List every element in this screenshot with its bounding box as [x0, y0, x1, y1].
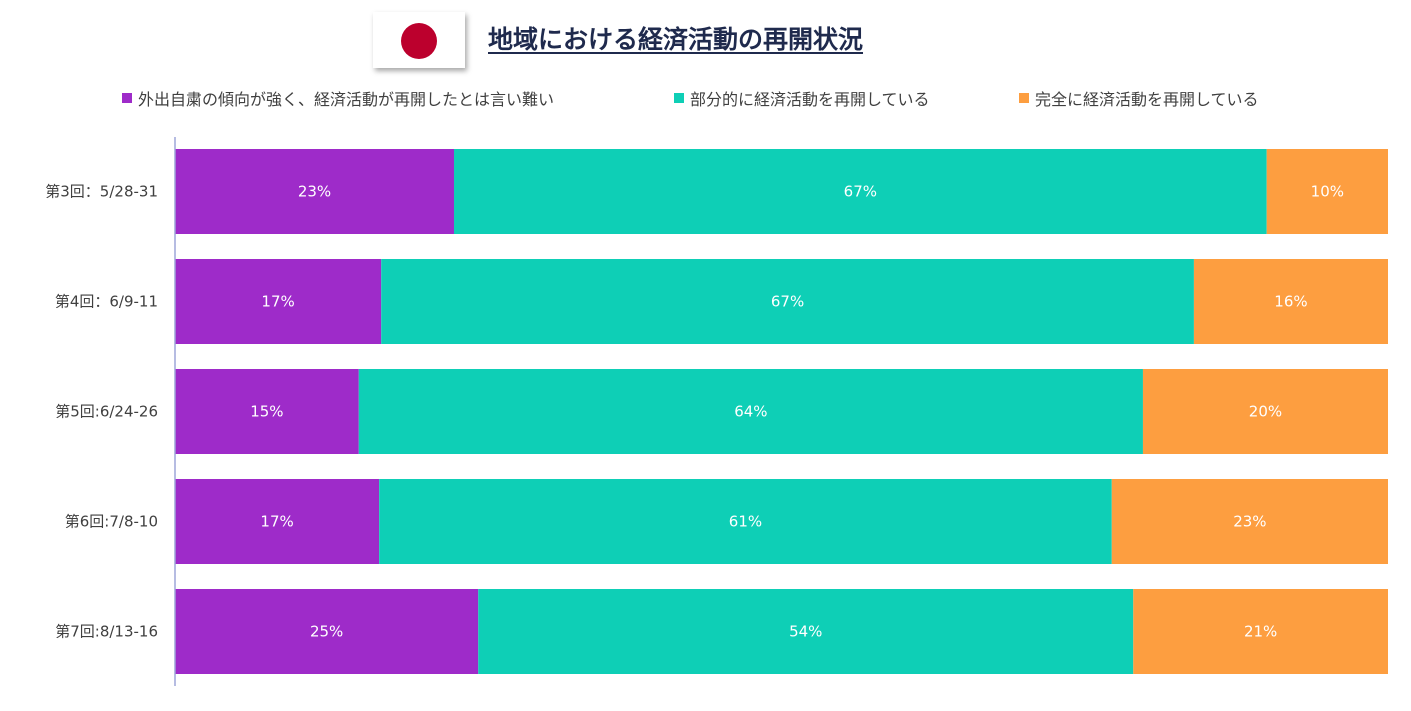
data-label: 25% — [310, 623, 343, 641]
bar-segment — [175, 369, 359, 454]
bar-segment — [1133, 589, 1388, 674]
data-label: 61% — [729, 513, 762, 531]
bar-segment — [478, 589, 1134, 674]
data-label: 21% — [1244, 623, 1277, 641]
bar-segment — [379, 479, 1112, 564]
data-label: 10% — [1311, 183, 1344, 201]
legend-label: 外出自粛の傾向が強く、経済活動が再開したとは言い難い — [138, 90, 555, 109]
bar-segment — [175, 259, 382, 344]
bar-segment — [1193, 259, 1388, 344]
bar-segment — [1111, 479, 1388, 564]
data-label: 15% — [250, 403, 283, 421]
category-label: 第7回:8/13-16 — [55, 623, 158, 641]
bar-segment — [175, 479, 380, 564]
data-label: 64% — [734, 403, 767, 421]
bar-segment — [175, 149, 454, 234]
legend-swatch — [1019, 93, 1029, 103]
bar-segment — [1266, 149, 1388, 234]
legend-swatch — [674, 93, 684, 103]
data-label: 20% — [1249, 403, 1282, 421]
bar-segment — [175, 589, 479, 674]
legend-item-full: 完全に経済活動を再開している — [1019, 86, 1259, 110]
data-label: 23% — [298, 183, 331, 201]
legend-item-hard-to-say: 外出自粛の傾向が強く、経済活動が再開したとは言い難い — [122, 86, 554, 110]
bar-segment — [381, 259, 1194, 344]
data-label: 17% — [261, 293, 294, 311]
flag-badge — [373, 12, 465, 68]
bar-segment — [453, 149, 1267, 234]
data-label: 67% — [844, 183, 877, 201]
category-label: 第6回:7/8-10 — [65, 513, 158, 531]
legend-item-partial: 部分的に経済活動を再開している — [674, 86, 930, 110]
data-label: 54% — [789, 623, 822, 641]
bar-segment — [358, 369, 1143, 454]
legend-swatch — [122, 93, 132, 103]
category-label: 第4回：6/9-11 — [55, 293, 158, 311]
category-label: 第5回:6/24-26 — [55, 403, 158, 421]
japan-flag-icon — [401, 23, 437, 59]
data-label: 67% — [771, 293, 804, 311]
legend-label: 完全に経済活動を再開している — [1035, 90, 1259, 109]
data-label: 17% — [260, 513, 293, 531]
chart-title: 地域における経済活動の再開状況 — [488, 25, 864, 54]
bar-segment — [1142, 369, 1388, 454]
legend-label: 部分的に経済活動を再開している — [690, 90, 930, 109]
data-label: 16% — [1274, 293, 1307, 311]
data-label: 23% — [1233, 513, 1266, 531]
legend: 外出自粛の傾向が強く、経済活動が再開したとは言い難い 部分的に経済活動を再開して… — [0, 86, 1411, 109]
category-label: 第3回：5/28-31 — [45, 183, 158, 201]
